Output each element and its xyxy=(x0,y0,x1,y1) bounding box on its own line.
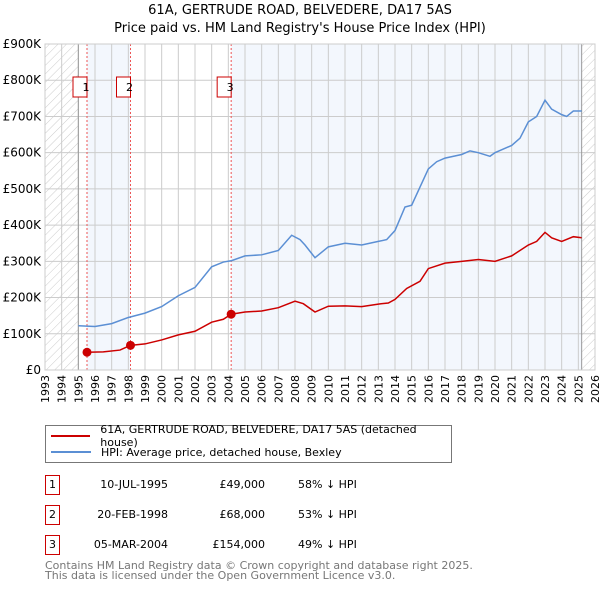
hatched-region xyxy=(581,44,595,370)
x-tick-label: 2003 xyxy=(206,375,219,403)
price-chart: 1993 1994 1995 1996 1997 1998 1999 2000 2001 2002… xyxy=(3,37,600,403)
sale-price: £49,000 xyxy=(219,478,266,491)
sale-hpi-delta: 49% ↓ HPI xyxy=(298,538,357,551)
y-tick-label: £600K xyxy=(3,146,43,160)
x-tick-label: 2002 xyxy=(189,375,202,403)
shaded-band xyxy=(87,44,131,370)
sale-date: 20-FEB-1998 xyxy=(97,508,168,521)
x-tick-label: 1995 xyxy=(72,375,85,403)
plot-border xyxy=(44,43,596,371)
x-tick-label: 2024 xyxy=(556,375,569,403)
x-tick-label: 2014 xyxy=(389,375,402,403)
sale-point xyxy=(226,309,236,319)
chart-title: 61A, GERTRUDE ROAD, BELVEDERE, DA17 5AS xyxy=(148,3,452,18)
footer: Contains HM Land Registry data © Crown c… xyxy=(45,559,473,582)
series-line xyxy=(86,231,582,354)
y-tick-label: £700K xyxy=(3,109,43,123)
x-tick-label: 2018 xyxy=(456,375,469,403)
legend-label: 61A, GERTRUDE ROAD, BELVEDERE, DA17 5AS … xyxy=(100,423,417,449)
x-tick-label: 2005 xyxy=(239,375,252,403)
x-tick-label: 2010 xyxy=(322,375,335,403)
y-tick-label: £800K xyxy=(3,73,43,87)
x-tick-label: 2023 xyxy=(539,375,552,403)
x-tick-label: 1996 xyxy=(89,375,102,403)
x-tick-label: 1994 xyxy=(56,375,69,403)
sale-marker: 2 xyxy=(45,505,60,525)
x-tick-label: 2017 xyxy=(439,375,452,403)
sale-label: 1 xyxy=(83,81,90,94)
sale-label: 3 xyxy=(227,81,234,94)
sale-point xyxy=(126,340,135,350)
footer-line-2: This data is licensed under the Open Gov… xyxy=(45,569,396,582)
x-tick-label: 2013 xyxy=(372,375,385,403)
x-tick-label: 2001 xyxy=(172,375,185,403)
sale-row: 3 05-MAR-2004 £154,000 49% ↓ HPI xyxy=(45,535,485,555)
x-tick-label: 1997 xyxy=(106,375,119,403)
x-tick-label: 2007 xyxy=(272,375,285,403)
y-tick-label: £500K xyxy=(3,182,43,196)
x-tick-label: 2006 xyxy=(256,375,269,403)
legend: 61A, GERTRUDE ROAD, BELVEDERE, DA17 5AS … xyxy=(45,423,452,463)
x-tick-label: 2004 xyxy=(222,375,235,403)
sale-price: £68,000 xyxy=(219,508,266,521)
sale-price: £154,000 xyxy=(212,538,266,551)
x-tick-label: 2012 xyxy=(356,375,369,403)
sale-label-box xyxy=(116,76,131,98)
x-tick-label: 2016 xyxy=(422,375,435,403)
x-tick-label: 2011 xyxy=(339,375,352,403)
x-tick-label: 2022 xyxy=(522,375,535,403)
sale-marker: 3 xyxy=(45,535,60,555)
y-tick-label: £100K xyxy=(3,327,43,341)
x-tick-label: 1998 xyxy=(122,375,135,403)
sale-hpi-delta: 53% ↓ HPI xyxy=(298,508,357,521)
x-tick-label: 2020 xyxy=(489,375,502,403)
legend-item-hpi: HPI: Average price, detached house, Bexl… xyxy=(51,445,342,459)
y-tick-label: £0 xyxy=(26,363,41,377)
y-tick-label: £900K xyxy=(3,37,43,51)
sale-label: 2 xyxy=(126,81,133,94)
x-tick-label: 1993 xyxy=(39,375,52,403)
x-tick-label: 2021 xyxy=(506,375,519,403)
legend-label: HPI: Average price, detached house, Bexl… xyxy=(101,445,342,459)
footer-line-1: Contains HM Land Registry data © Crown c… xyxy=(45,559,473,572)
x-tick-label: 2008 xyxy=(289,375,302,403)
y-tick-label: £400K xyxy=(3,218,43,232)
x-tick-label: 2025 xyxy=(572,375,585,403)
series-line xyxy=(78,98,582,328)
x-tick-label: 2019 xyxy=(472,375,485,403)
x-tick-label: 2026 xyxy=(589,375,600,403)
x-tick-label: 2000 xyxy=(156,375,169,403)
sale-label-box xyxy=(72,76,88,98)
sale-marker: 1 xyxy=(45,475,60,495)
chart-subtitle: Price paid vs. HM Land Registry's House … xyxy=(114,21,486,36)
sale-hpi-delta: 58% ↓ HPI xyxy=(298,478,357,491)
sale-row: 2 20-FEB-1998 £68,000 53% ↓ HPI xyxy=(45,505,485,525)
sale-date: 05-MAR-2004 xyxy=(93,538,168,551)
x-tick-label: 2015 xyxy=(406,375,419,403)
sale-row: 1 10-JUL-1995 £49,000 58% ↓ HPI xyxy=(45,475,485,495)
x-tick-label: 1999 xyxy=(139,375,152,403)
sale-point xyxy=(82,347,92,357)
sale-label-box xyxy=(216,76,232,98)
sale-date: 10-JUL-1995 xyxy=(100,478,168,491)
legend-item-property: 61A, GERTRUDE ROAD, BELVEDERE, DA17 5AS … xyxy=(51,423,451,449)
x-tick-label: 2009 xyxy=(306,375,319,403)
y-tick-label: £200K xyxy=(3,291,43,305)
y-tick-label: £300K xyxy=(3,254,43,268)
